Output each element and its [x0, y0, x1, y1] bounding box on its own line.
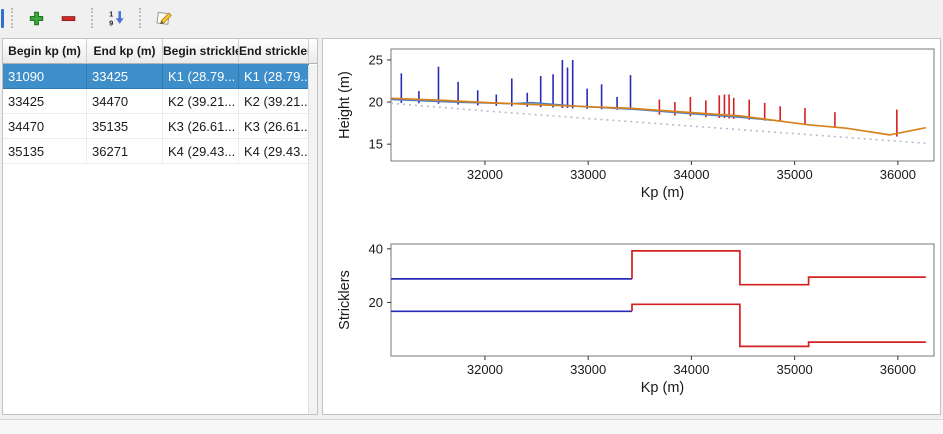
- cell-begin-strickler[interactable]: K4 (29.43...: [163, 139, 239, 164]
- svg-text:33000: 33000: [570, 362, 606, 377]
- svg-text:33000: 33000: [570, 167, 606, 182]
- column-header-begin-kp[interactable]: Begin kp (m): [3, 39, 87, 64]
- svg-text:20: 20: [369, 295, 383, 310]
- cell-begin-kp[interactable]: 31090: [3, 64, 87, 89]
- cell-end-kp[interactable]: 34470: [87, 89, 163, 114]
- svg-text:34000: 34000: [673, 362, 709, 377]
- svg-text:36000: 36000: [880, 362, 916, 377]
- cell-begin-strickler[interactable]: K3 (26.61...: [163, 114, 239, 139]
- column-header-end-kp[interactable]: End kp (m): [87, 39, 163, 64]
- svg-text:36000: 36000: [880, 167, 916, 182]
- cell-end-kp[interactable]: 36271: [87, 139, 163, 164]
- cell-begin-strickler[interactable]: K1 (28.79...: [163, 64, 239, 89]
- column-header-filler: [309, 39, 317, 64]
- cell-end-kp[interactable]: 35135: [87, 114, 163, 139]
- cell-begin-strickler[interactable]: K2 (39.21...: [163, 89, 239, 114]
- svg-text:40: 40: [369, 241, 383, 256]
- charts-panel: 32000 33000 34000 35000 36000 15 20 25 Kp (m) Hei…: [322, 38, 941, 415]
- add-button[interactable]: [23, 5, 49, 31]
- svg-text:25: 25: [369, 52, 383, 67]
- cell-end-strickler[interactable]: K3 (26.61...: [239, 114, 309, 139]
- cell-begin-kp[interactable]: 34470: [3, 114, 87, 139]
- cell-end-kp[interactable]: 33425: [87, 64, 163, 89]
- svg-text:20: 20: [369, 95, 383, 110]
- remove-button[interactable]: [55, 5, 81, 31]
- status-bar: [0, 419, 943, 434]
- cell-end-strickler[interactable]: K1 (28.79...: [239, 64, 309, 89]
- sort-digit-top: 1: [109, 9, 113, 18]
- height-profile-chart[interactable]: 32000 33000 34000 35000 36000 15 20 25 Kp (m) Hei…: [323, 39, 940, 234]
- svg-text:15: 15: [369, 137, 383, 152]
- table-vertical-scrollbar[interactable]: [308, 65, 317, 414]
- table-row[interactable]: 34470 35135 K3 (26.61... K3 (26.61...: [3, 114, 309, 139]
- svg-text:34000: 34000: [673, 167, 709, 182]
- sort-icon: 1 9: [109, 9, 124, 27]
- table-row[interactable]: 35135 36271 K4 (29.43... K4 (29.43...: [3, 139, 309, 164]
- toolbar-handle: [139, 8, 141, 28]
- column-header-begin-strickler[interactable]: Begin strickler: [163, 39, 239, 64]
- table-row[interactable]: 31090 33425 K1 (28.79... K1 (28.79...: [3, 64, 309, 89]
- svg-text:35000: 35000: [777, 362, 813, 377]
- sort-button[interactable]: 1 9: [103, 5, 129, 31]
- cell-end-strickler[interactable]: K2 (39.21...: [239, 89, 309, 114]
- remove-icon: [61, 15, 75, 21]
- add-icon: [29, 11, 43, 25]
- toolbar-handle: [11, 8, 13, 28]
- toolbar-focus-grip: [1, 8, 4, 28]
- sort-digit-bottom: 9: [109, 18, 113, 27]
- edit-icon: [156, 11, 172, 25]
- cell-end-strickler[interactable]: K4 (29.43...: [239, 139, 309, 164]
- svg-text:Stricklers: Stricklers: [337, 270, 353, 330]
- table-header-row: Begin kp (m) End kp (m) Begin strickler …: [3, 39, 317, 64]
- svg-text:35000: 35000: [777, 167, 813, 182]
- table-row[interactable]: 33425 34470 K2 (39.21... K2 (39.21...: [3, 89, 309, 114]
- stricklers-zones-table: Begin kp (m) End kp (m) Begin strickler …: [2, 38, 318, 415]
- toolbar: 1 9: [0, 0, 943, 36]
- cell-begin-kp[interactable]: 33425: [3, 89, 87, 114]
- column-header-end-strickler[interactable]: End strickler: [239, 39, 309, 64]
- svg-text:Kp (m): Kp (m): [641, 380, 685, 396]
- cell-begin-kp[interactable]: 35135: [3, 139, 87, 164]
- svg-text:32000: 32000: [467, 362, 503, 377]
- svg-text:Kp (m): Kp (m): [641, 185, 685, 201]
- edit-button[interactable]: [151, 5, 177, 31]
- svg-text:Height (m): Height (m): [337, 71, 353, 139]
- toolbar-handle: [91, 8, 93, 28]
- stricklers-chart[interactable]: 32000 33000 34000 35000 36000 20 40 Kp (m) Stric…: [323, 234, 940, 414]
- svg-text:32000: 32000: [467, 167, 503, 182]
